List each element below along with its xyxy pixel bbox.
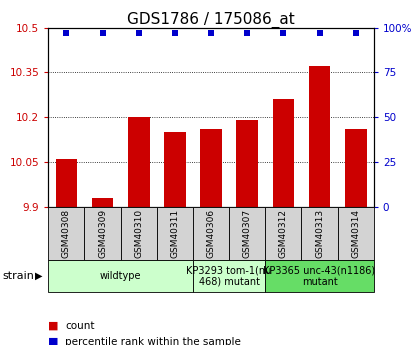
- Bar: [200, 129, 222, 207]
- Bar: [193, 260, 265, 292]
- Text: GSM40313: GSM40313: [315, 209, 324, 258]
- Text: GSM40312: GSM40312: [279, 209, 288, 258]
- Text: count: count: [65, 321, 94, 331]
- Text: percentile rank within the sample: percentile rank within the sample: [65, 337, 241, 345]
- Text: ■: ■: [48, 321, 59, 331]
- Point: [316, 30, 323, 36]
- Point: [208, 30, 215, 36]
- Bar: [84, 207, 121, 260]
- Bar: [48, 207, 84, 260]
- Point: [63, 30, 70, 36]
- Text: GSM40314: GSM40314: [351, 209, 360, 258]
- Point: [99, 30, 106, 36]
- Bar: [265, 260, 374, 292]
- Bar: [92, 198, 113, 207]
- Bar: [157, 207, 193, 260]
- Bar: [309, 67, 331, 207]
- Bar: [345, 129, 367, 207]
- Point: [135, 30, 142, 36]
- Text: KP3293 tom-1(nu
468) mutant: KP3293 tom-1(nu 468) mutant: [186, 265, 272, 287]
- Text: ▶: ▶: [35, 271, 42, 281]
- Text: GSM40306: GSM40306: [207, 209, 215, 258]
- Bar: [302, 207, 338, 260]
- Title: GDS1786 / 175086_at: GDS1786 / 175086_at: [127, 11, 295, 28]
- Text: wildtype: wildtype: [100, 271, 142, 281]
- Text: GSM40310: GSM40310: [134, 209, 143, 258]
- Text: GSM40308: GSM40308: [62, 209, 71, 258]
- Bar: [338, 207, 374, 260]
- Text: GSM40309: GSM40309: [98, 209, 107, 258]
- Point: [244, 30, 251, 36]
- Bar: [128, 117, 150, 207]
- Bar: [193, 207, 229, 260]
- Bar: [164, 132, 186, 207]
- Bar: [229, 207, 265, 260]
- Bar: [121, 207, 157, 260]
- Text: GSM40311: GSM40311: [171, 209, 179, 258]
- Bar: [55, 159, 77, 207]
- Bar: [48, 260, 193, 292]
- Point: [352, 30, 359, 36]
- Point: [280, 30, 287, 36]
- Bar: [236, 120, 258, 207]
- Text: KP3365 unc-43(n1186)
mutant: KP3365 unc-43(n1186) mutant: [263, 265, 375, 287]
- Point: [171, 30, 178, 36]
- Text: strain: strain: [2, 271, 34, 281]
- Text: ■: ■: [48, 337, 59, 345]
- Text: GSM40307: GSM40307: [243, 209, 252, 258]
- Bar: [265, 207, 302, 260]
- Bar: [273, 99, 294, 207]
